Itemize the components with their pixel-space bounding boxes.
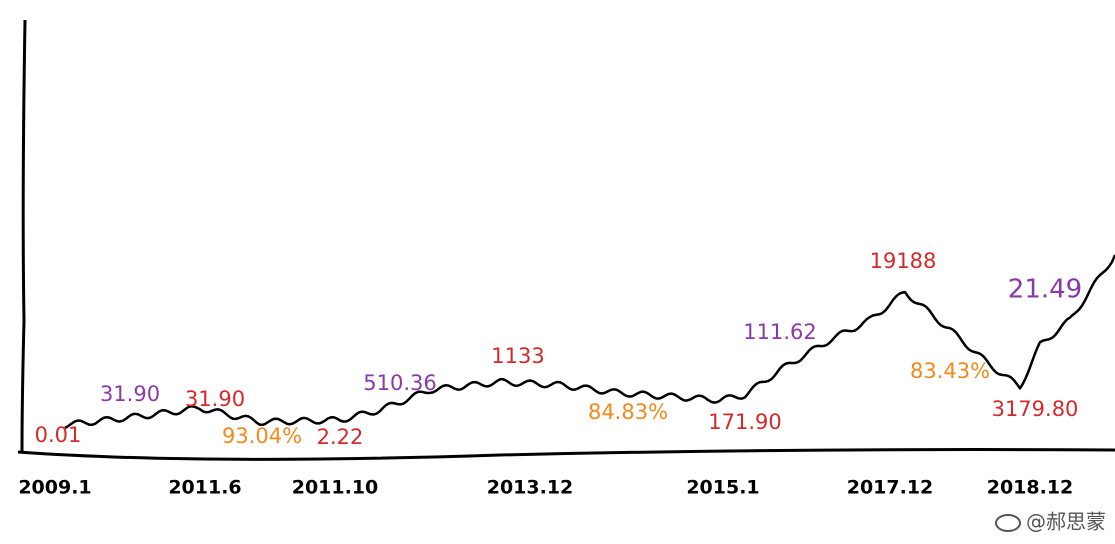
annotation: 31.90 [100, 382, 160, 406]
x-tick-label: 2017.12 [847, 477, 934, 499]
annotation: 0.01 [35, 423, 82, 447]
watermark-icon [995, 514, 1021, 532]
x-axis [17, 448, 1115, 461]
price-line [64, 254, 1115, 430]
annotation: 83.43% [910, 359, 990, 383]
annotation: 1133 [491, 344, 544, 368]
y-axis [20, 19, 27, 453]
x-tick-label: 2013.12 [487, 477, 574, 499]
x-tick-label: 2009.1 [18, 477, 91, 499]
annotation: 510.36 [363, 371, 436, 395]
annotation: 2.22 [317, 425, 364, 449]
annotation: 93.04% [222, 424, 302, 448]
annotation: 31.90 [185, 387, 245, 411]
watermark: @郝思蒙 [995, 510, 1106, 534]
annotation: 84.83% [588, 400, 668, 424]
annotation: 3179.80 [992, 397, 1079, 421]
annotation: 111.62 [743, 320, 816, 344]
annotation: 171.90 [708, 410, 781, 434]
x-tick-label: 2011.10 [292, 477, 379, 499]
x-tick-label: 2015.1 [686, 477, 759, 499]
annotation: 21.49 [1008, 275, 1082, 305]
annotation: 19188 [870, 249, 937, 273]
x-tick-label: 2018.12 [987, 477, 1074, 499]
x-tick-label: 2011.6 [168, 477, 241, 499]
watermark-text: @郝思蒙 [1026, 510, 1106, 534]
